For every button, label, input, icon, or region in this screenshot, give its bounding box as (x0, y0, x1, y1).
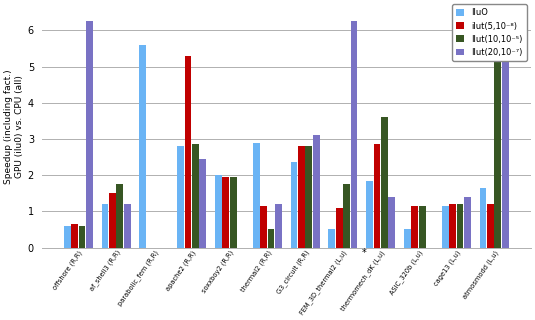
Bar (109, 193, 116, 248)
Bar (343, 184, 350, 248)
Bar (230, 177, 236, 248)
Bar (480, 188, 486, 248)
Bar (223, 177, 229, 248)
Bar (124, 204, 131, 248)
Bar (79, 226, 86, 248)
Bar (117, 184, 123, 248)
Y-axis label: Speedup (including fact.)
GPU (ilu0) vs. CPU (all): Speedup (including fact.) GPU (ilu0) vs.… (4, 69, 24, 184)
Bar (291, 163, 297, 248)
Bar (253, 143, 259, 248)
Bar (502, 23, 509, 248)
Bar (381, 117, 388, 248)
Bar (177, 146, 184, 248)
Bar (275, 204, 282, 248)
Legend: IluO, ilut(5,10⁻⁸), Ilut(10,10⁻⁵), Ilut(20,10⁻⁷): IluO, ilut(5,10⁻⁸), Ilut(10,10⁻⁵), Ilut(… (452, 4, 526, 61)
Bar (449, 204, 456, 248)
Bar (350, 21, 357, 248)
Bar (313, 135, 319, 248)
Bar (140, 45, 146, 248)
Bar (328, 229, 335, 248)
Bar (494, 23, 501, 248)
Bar (487, 204, 494, 248)
Bar (456, 204, 463, 248)
Bar (388, 197, 395, 248)
Bar (366, 180, 373, 248)
Text: *: * (361, 248, 366, 258)
Bar (464, 197, 471, 248)
Bar (268, 229, 274, 248)
Bar (200, 159, 206, 248)
Bar (102, 204, 109, 248)
Bar (260, 206, 267, 248)
Bar (192, 144, 199, 248)
Bar (185, 56, 192, 248)
Bar (336, 208, 342, 248)
Bar (215, 175, 222, 248)
Bar (71, 224, 78, 248)
Bar (411, 206, 418, 248)
Bar (64, 226, 71, 248)
Bar (298, 146, 305, 248)
Bar (373, 144, 380, 248)
Bar (86, 21, 93, 248)
Bar (442, 206, 449, 248)
Bar (305, 146, 312, 248)
Bar (419, 206, 426, 248)
Bar (404, 229, 411, 248)
